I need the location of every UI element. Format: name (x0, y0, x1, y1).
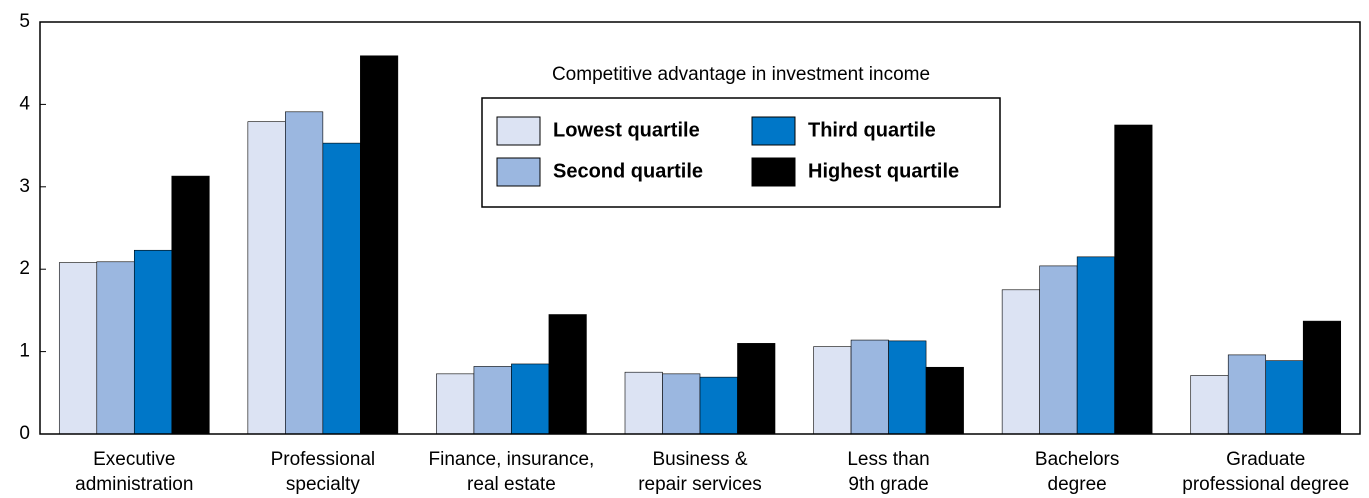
y-tick-label: 4 (19, 93, 30, 114)
x-tick-label: specialty (286, 474, 360, 495)
bar (662, 373, 701, 435)
bar (548, 314, 587, 435)
bar (1114, 124, 1153, 435)
bar (436, 373, 475, 435)
bar (58, 262, 98, 435)
plot-frame (39, 21, 1361, 435)
x-tick-label: Professional (271, 449, 376, 470)
bar (360, 55, 399, 435)
legend-label: Lowest quartile (553, 119, 700, 141)
legend-swatch (496, 157, 541, 187)
bar (813, 346, 852, 435)
bar (888, 340, 927, 435)
x-tick-label: administration (75, 474, 193, 495)
bar (322, 142, 361, 435)
bar (1190, 375, 1229, 435)
bar (96, 261, 135, 435)
bar (247, 121, 286, 435)
x-tick-label: Finance, insurance, (429, 449, 595, 470)
y-tick-label: 2 (19, 258, 30, 279)
bar (511, 363, 550, 435)
x-tick-label: Graduate (1226, 449, 1305, 470)
y-tick-label: 1 (19, 341, 30, 362)
bar (624, 371, 663, 435)
legend-label: Third quartile (808, 119, 936, 141)
bar (285, 111, 324, 435)
bar (737, 343, 776, 435)
bar (171, 175, 210, 435)
legend-title: Competitive advantage in investment inco… (552, 64, 930, 85)
legend-label: Second quartile (553, 160, 703, 182)
x-tick-label: Bachelors (1035, 449, 1120, 470)
x-tick-label: repair services (638, 474, 762, 495)
bar (925, 366, 964, 435)
bar (1227, 354, 1267, 435)
bar (699, 376, 738, 435)
x-tick-label: degree (1048, 474, 1107, 495)
bar (1039, 265, 1078, 435)
legend-label: Highest quartile (808, 160, 959, 182)
bar (1076, 256, 1115, 435)
bar (133, 249, 173, 435)
bar (850, 339, 889, 435)
legend-swatch (751, 116, 796, 146)
x-tick-label: 9th grade (848, 474, 928, 495)
bar (1302, 320, 1342, 435)
x-tick-label: real estate (467, 474, 556, 495)
x-tick-label: Executive (93, 449, 175, 470)
x-tick-label: professional degree (1182, 474, 1349, 495)
y-tick-label: 5 (19, 11, 30, 32)
bar (473, 366, 512, 435)
y-tick-label: 0 (19, 423, 30, 444)
x-tick-label: Less than (847, 449, 929, 470)
legend-swatch (751, 157, 796, 187)
legend-box (481, 97, 1001, 208)
legend-swatch (496, 116, 541, 146)
x-tick-label: Business & (652, 449, 747, 470)
bar (1265, 360, 1304, 435)
bar (1001, 289, 1040, 435)
y-tick-label: 3 (19, 176, 30, 197)
